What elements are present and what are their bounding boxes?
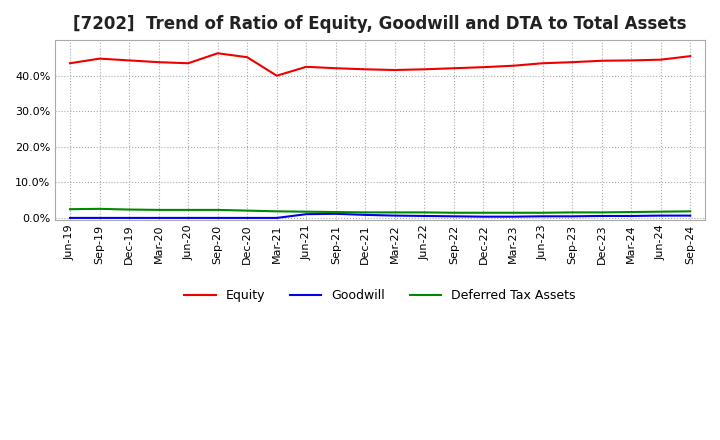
Deferred Tax Assets — [272, 209, 281, 214]
Goodwill — [184, 215, 192, 220]
Deferred Tax Assets — [598, 210, 606, 215]
Goodwill — [420, 213, 428, 219]
Goodwill — [568, 214, 577, 219]
Goodwill — [125, 215, 133, 220]
Goodwill — [302, 212, 310, 217]
Deferred Tax Assets — [243, 208, 251, 213]
Equity — [480, 65, 488, 70]
Deferred Tax Assets — [66, 206, 74, 212]
Deferred Tax Assets — [390, 210, 399, 215]
Line: Goodwill: Goodwill — [70, 214, 690, 218]
Goodwill — [598, 213, 606, 219]
Deferred Tax Assets — [213, 207, 222, 213]
Equity — [184, 61, 192, 66]
Line: Equity: Equity — [70, 53, 690, 76]
Equity — [686, 54, 695, 59]
Deferred Tax Assets — [184, 207, 192, 213]
Line: Deferred Tax Assets: Deferred Tax Assets — [70, 209, 690, 213]
Equity — [302, 64, 310, 70]
Equity — [213, 51, 222, 56]
Equity — [125, 58, 133, 63]
Deferred Tax Assets — [95, 206, 104, 212]
Equity — [95, 56, 104, 61]
Equity — [154, 59, 163, 65]
Goodwill — [66, 215, 74, 220]
Goodwill — [154, 215, 163, 220]
Goodwill — [272, 215, 281, 220]
Deferred Tax Assets — [539, 210, 547, 216]
Equity — [509, 63, 518, 68]
Goodwill — [657, 213, 665, 218]
Goodwill — [213, 215, 222, 220]
Deferred Tax Assets — [480, 210, 488, 216]
Deferred Tax Assets — [331, 209, 340, 215]
Equity — [657, 57, 665, 62]
Goodwill — [480, 214, 488, 219]
Goodwill — [243, 215, 251, 220]
Goodwill — [627, 213, 636, 219]
Equity — [598, 58, 606, 63]
Goodwill — [686, 213, 695, 218]
Goodwill — [95, 215, 104, 220]
Equity — [331, 66, 340, 71]
Goodwill — [539, 214, 547, 219]
Equity — [66, 61, 74, 66]
Deferred Tax Assets — [657, 209, 665, 214]
Equity — [390, 67, 399, 73]
Equity — [449, 66, 458, 71]
Deferred Tax Assets — [509, 210, 518, 216]
Goodwill — [509, 214, 518, 219]
Deferred Tax Assets — [125, 207, 133, 212]
Equity — [361, 67, 369, 72]
Deferred Tax Assets — [420, 210, 428, 215]
Equity — [243, 55, 251, 60]
Legend: Equity, Goodwill, Deferred Tax Assets: Equity, Goodwill, Deferred Tax Assets — [179, 284, 581, 307]
Deferred Tax Assets — [361, 210, 369, 215]
Equity — [420, 67, 428, 72]
Equity — [627, 58, 636, 63]
Deferred Tax Assets — [449, 210, 458, 216]
Equity — [272, 73, 281, 78]
Title: [7202]  Trend of Ratio of Equity, Goodwill and DTA to Total Assets: [7202] Trend of Ratio of Equity, Goodwil… — [73, 15, 687, 33]
Deferred Tax Assets — [154, 207, 163, 213]
Goodwill — [390, 213, 399, 218]
Equity — [568, 59, 577, 65]
Equity — [539, 61, 547, 66]
Goodwill — [361, 212, 369, 217]
Deferred Tax Assets — [302, 209, 310, 214]
Deferred Tax Assets — [627, 209, 636, 215]
Deferred Tax Assets — [568, 210, 577, 215]
Goodwill — [449, 214, 458, 219]
Deferred Tax Assets — [686, 209, 695, 214]
Goodwill — [331, 211, 340, 216]
